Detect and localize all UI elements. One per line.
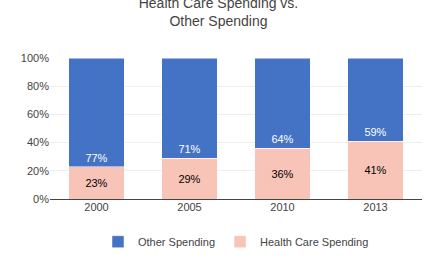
svg-text:0%: 0% (33, 193, 49, 205)
svg-text:2010: 2010 (270, 201, 294, 213)
svg-text:2005: 2005 (177, 201, 201, 213)
svg-text:29%: 29% (178, 173, 200, 185)
svg-text:36%: 36% (271, 168, 293, 180)
svg-text:77%: 77% (85, 152, 107, 164)
svg-text:80%: 80% (27, 80, 49, 92)
svg-text:2013: 2013 (363, 201, 387, 213)
svg-text:40%: 40% (27, 136, 49, 148)
svg-text:59%: 59% (364, 126, 386, 138)
svg-text:100%: 100% (21, 52, 49, 64)
svg-text:Other Spending: Other Spending (138, 236, 215, 248)
svg-text:20%: 20% (27, 165, 49, 177)
svg-text:Health Care Spending vs.Other: Health Care Spending vs.Other Spending (139, 0, 299, 29)
svg-text:71%: 71% (178, 143, 200, 155)
svg-text:41%: 41% (364, 164, 386, 176)
svg-text:2000: 2000 (84, 201, 108, 213)
svg-text:Health Care Spending: Health Care Spending (260, 236, 368, 248)
svg-text:23%: 23% (85, 177, 107, 189)
svg-text:60%: 60% (27, 108, 49, 120)
svg-text:64%: 64% (271, 133, 293, 145)
